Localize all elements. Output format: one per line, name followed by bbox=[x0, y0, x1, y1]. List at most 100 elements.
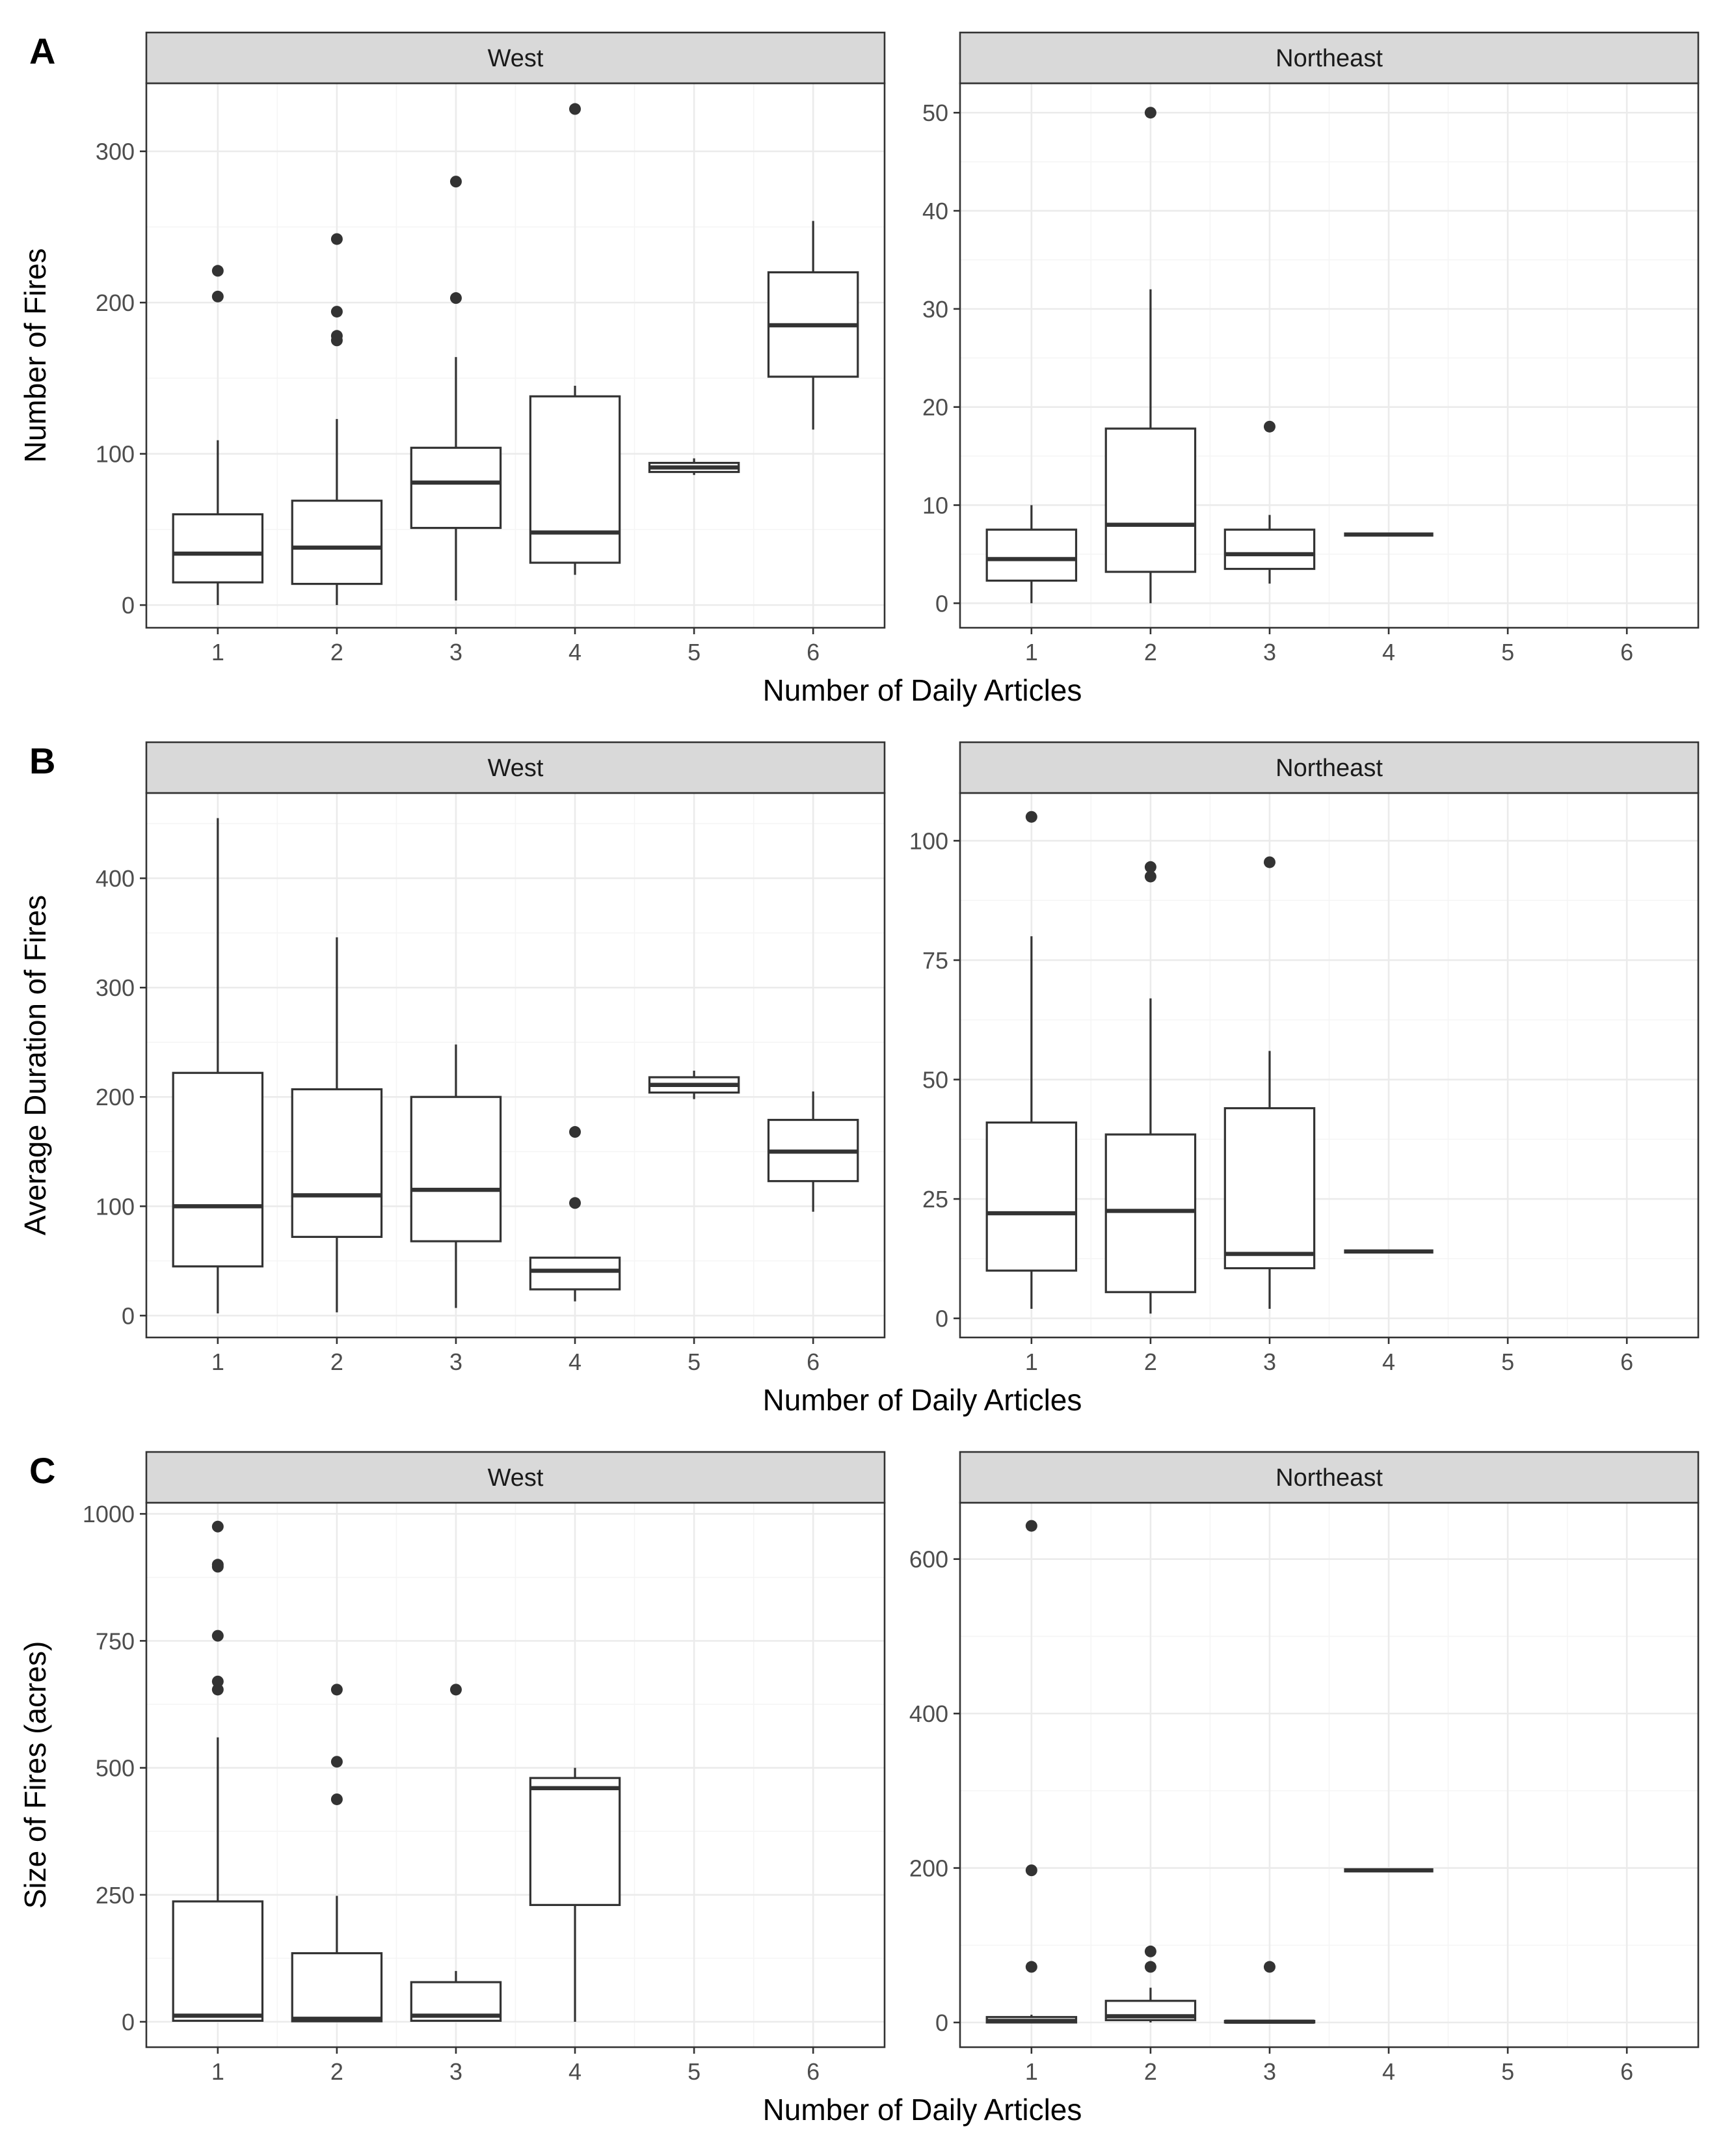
facet-strip bbox=[959, 1451, 1700, 1504]
y-tick-label: 0 bbox=[935, 1306, 948, 1332]
y-tick-label: 300 bbox=[96, 139, 135, 165]
outlier-point bbox=[330, 233, 343, 245]
y-tick-label: 50 bbox=[922, 1067, 948, 1094]
x-tick-label: 1 bbox=[1025, 639, 1038, 665]
x-tick-label: 3 bbox=[1263, 639, 1276, 665]
panel-label-b: B bbox=[29, 740, 55, 781]
box-west-3 bbox=[410, 1044, 502, 1308]
box-west-2 bbox=[291, 1684, 383, 2022]
y-tick-label: 50 bbox=[922, 100, 948, 126]
y-tick-label: 0 bbox=[122, 1302, 135, 1329]
iqr-box bbox=[291, 1952, 383, 2022]
y-axis-title-b: Average Duration of Fires bbox=[18, 895, 52, 1235]
y-tick-label: 250 bbox=[96, 1882, 135, 1909]
iqr-box bbox=[1223, 1107, 1316, 1270]
y-tick-label: 200 bbox=[96, 289, 135, 316]
y-tick-label: 400 bbox=[909, 1700, 948, 1727]
y-tick-label: 400 bbox=[96, 865, 135, 892]
box-west-2 bbox=[291, 233, 383, 606]
x-tick-label: 4 bbox=[1382, 639, 1395, 665]
iqr-box bbox=[985, 528, 1078, 582]
x-tick-label: 6 bbox=[807, 2058, 820, 2085]
x-tick-label: 6 bbox=[807, 1349, 820, 1375]
y-tick-label: 75 bbox=[922, 947, 948, 974]
facet-title: Northeast bbox=[1275, 45, 1383, 72]
x-axis-title-b: Number of Daily Articles bbox=[763, 1383, 1082, 1417]
x-tick-label: 3 bbox=[1263, 2058, 1276, 2085]
box-west-1 bbox=[172, 818, 264, 1314]
x-tick-label: 2 bbox=[330, 1349, 343, 1375]
box-northeast-2 bbox=[1104, 861, 1197, 1314]
box-northeast-3 bbox=[1223, 856, 1316, 1309]
outlier-point bbox=[330, 1684, 343, 1696]
outlier-point bbox=[1025, 811, 1037, 823]
box-west-5 bbox=[648, 458, 740, 476]
box-west-4 bbox=[529, 103, 621, 575]
x-tick-label: 4 bbox=[568, 2058, 581, 2085]
box-northeast-2 bbox=[1104, 1945, 1197, 2023]
outlier-point bbox=[1144, 107, 1156, 119]
y-tick-label: 40 bbox=[922, 198, 948, 224]
y-tick-label: 300 bbox=[96, 974, 135, 1001]
y-tick-label: 200 bbox=[909, 1855, 948, 1882]
facet-title: West bbox=[488, 1464, 544, 1492]
iqr-box bbox=[1223, 528, 1316, 571]
iqr-box bbox=[172, 1071, 264, 1268]
panel-a: A Number of Fires Number of Daily Articles… bbox=[18, 31, 1700, 707]
x-tick-label: 3 bbox=[449, 1349, 462, 1375]
box-west-6 bbox=[767, 221, 859, 430]
outlier-point bbox=[330, 1793, 343, 1805]
box-west-1 bbox=[172, 1520, 264, 2022]
x-tick-label: 5 bbox=[688, 639, 701, 665]
facet-a-west: West 0 100 200 300 1 2 3 4 5 6 bbox=[96, 31, 886, 665]
x-tick-label: 2 bbox=[1144, 639, 1157, 665]
x-tick-label: 1 bbox=[1025, 2058, 1038, 2085]
panel-label-c: C bbox=[29, 1450, 55, 1491]
outlier-point bbox=[211, 265, 224, 277]
outlier-point bbox=[569, 1126, 581, 1138]
outlier-point bbox=[1025, 1520, 1037, 1532]
outlier-point bbox=[1144, 870, 1156, 883]
y-tick-label: 0 bbox=[122, 592, 135, 619]
box-west-1 bbox=[172, 265, 264, 606]
outlier-point bbox=[1263, 420, 1275, 433]
outlier-point bbox=[211, 1630, 224, 1642]
outlier-point bbox=[1144, 861, 1156, 873]
facet-c-northeast: Northeast 0 200 400 600 1 2 3 4 5 6 bbox=[909, 1451, 1700, 2085]
facet-title: West bbox=[488, 45, 544, 72]
x-tick-label: 6 bbox=[1620, 639, 1633, 665]
x-axis-title-a: Number of Daily Articles bbox=[763, 673, 1082, 707]
iqr-box bbox=[172, 1900, 264, 2022]
box-northeast-3 bbox=[1223, 420, 1316, 584]
y-tick-label: 1000 bbox=[83, 1501, 135, 1527]
y-tick-label: 100 bbox=[909, 827, 948, 854]
x-tick-label: 1 bbox=[211, 1349, 224, 1375]
facet-strip bbox=[145, 741, 886, 794]
box-northeast-1 bbox=[985, 505, 1078, 604]
x-tick-label: 5 bbox=[688, 2058, 701, 2085]
y-tick-label: 0 bbox=[935, 2009, 948, 2036]
y-tick-label: 100 bbox=[96, 441, 135, 468]
iqr-box bbox=[985, 1121, 1078, 1272]
y-tick-label: 200 bbox=[96, 1084, 135, 1110]
box-west-5 bbox=[648, 1070, 740, 1099]
panel-c: C Size of Fires (acres) Number of Daily Ar… bbox=[18, 1450, 1700, 2127]
outlier-point bbox=[1025, 1961, 1037, 1973]
facet-strip bbox=[959, 741, 1700, 794]
box-west-3 bbox=[410, 176, 502, 601]
iqr-box bbox=[1104, 427, 1197, 573]
x-tick-label: 5 bbox=[688, 1349, 701, 1375]
x-tick-label: 1 bbox=[1025, 1349, 1038, 1375]
box-west-6 bbox=[767, 1091, 859, 1212]
outlier-point bbox=[1144, 1945, 1156, 1957]
iqr-box bbox=[529, 1777, 621, 1906]
outlier-point bbox=[569, 1197, 581, 1209]
panel-label-a: A bbox=[29, 31, 55, 72]
box-northeast-2 bbox=[1104, 107, 1197, 604]
panel-b: B Average Duration of Fires Number of Dail… bbox=[18, 740, 1700, 1417]
y-tick-label: 100 bbox=[96, 1193, 135, 1220]
y-tick-label: 25 bbox=[922, 1186, 948, 1213]
box-west-2 bbox=[291, 937, 383, 1313]
x-tick-label: 6 bbox=[1620, 2058, 1633, 2085]
box-west-3 bbox=[410, 1684, 502, 2022]
